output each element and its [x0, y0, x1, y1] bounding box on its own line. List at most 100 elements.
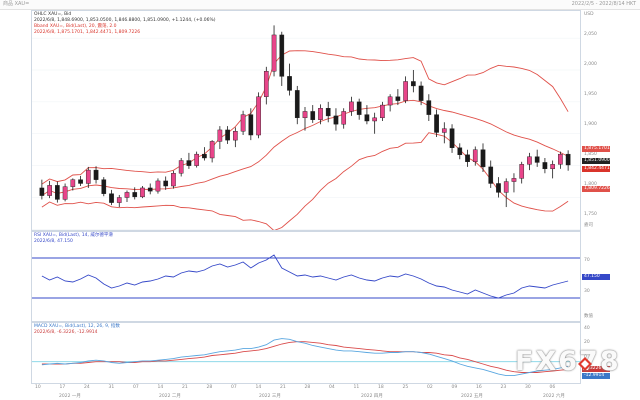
- candle-up: [372, 117, 377, 122]
- macd-chart-canvas[interactable]: [32, 323, 581, 384]
- bband-lower-line: [41, 132, 569, 230]
- x-tick-label: 14: [255, 385, 262, 390]
- x-tick-label: 30: [525, 385, 531, 390]
- candle-up: [341, 111, 347, 125]
- x-tick-label: 17: [59, 385, 66, 390]
- candle-down: [325, 108, 331, 117]
- rsi-legend: RSI XAU=, Bid(Last), 14, 威尔德平滑 2022/6/8,…: [34, 233, 113, 245]
- x-tick-label: 04: [329, 385, 335, 390]
- candle-up: [47, 185, 52, 196]
- price-tick: 2,050: [584, 32, 597, 37]
- candle-up: [209, 141, 215, 159]
- candle-down: [163, 180, 169, 187]
- date-range-info: 2022/2/5 - 2022/8/14 HKT: [571, 1, 636, 7]
- candle-up: [217, 129, 223, 142]
- candle-down: [39, 187, 45, 196]
- candle-up: [155, 180, 161, 192]
- macd-tick: 20: [584, 340, 590, 345]
- candle-up: [318, 108, 323, 120]
- price-tick: 1,850: [584, 152, 597, 157]
- candle-up: [503, 181, 509, 193]
- x-tick-label: 14: [157, 385, 164, 390]
- bband-lower-tag: 1,809.7226: [582, 186, 610, 192]
- candle-up: [527, 156, 532, 165]
- candle-down: [225, 129, 230, 141]
- candle-up: [519, 164, 525, 179]
- x-tick-label: 28: [304, 385, 311, 390]
- macd-chart-pane[interactable]: MACD XAU=, Bid(Last), 12, 26, 9, 指数 2022…: [31, 322, 581, 384]
- bband-upper-tag: 1,875.1701: [582, 146, 610, 152]
- x-tick-label: 09: [451, 385, 458, 390]
- bband-upper-line: [41, 50, 569, 185]
- candle-down: [294, 90, 300, 119]
- macd-legend-line-1: MACD XAU=, Bid(Last), 12, 26, 9, 指数: [34, 324, 120, 329]
- x-tick-label: 07: [231, 385, 237, 390]
- candle-down: [333, 115, 339, 125]
- price-tick: 1,950: [584, 92, 597, 97]
- candle-down: [411, 81, 416, 87]
- x-tick-label: 02: [427, 385, 433, 390]
- price-tick: 2,000: [584, 62, 597, 67]
- price-chart-canvas[interactable]: [32, 11, 581, 231]
- price-axis-unit: USD: [584, 12, 594, 17]
- candle-up: [233, 130, 238, 141]
- candle-up: [62, 186, 68, 200]
- x-month-label: 2022 五月: [461, 394, 483, 399]
- price-corner-label: 盎司: [584, 223, 593, 228]
- candle-down: [248, 114, 254, 136]
- price-tick: 1,750: [584, 212, 597, 217]
- price-legend: OHLC XAU=, Bid 2022/6/8, 1,848.6900, 1,8…: [34, 12, 216, 36]
- x-month-label: 2022 三月: [259, 394, 281, 399]
- rsi-tick: 70: [584, 258, 590, 263]
- x-tick-label: 31: [108, 385, 115, 390]
- candle-down: [534, 156, 540, 163]
- candle-up: [171, 173, 176, 187]
- x-tick-label: 11: [353, 385, 360, 390]
- bband-mid-tag: 1,842.4471: [582, 166, 610, 172]
- candle-up: [70, 179, 76, 187]
- x-tick-label: 21: [182, 385, 188, 390]
- rsi-tick: 30: [584, 289, 590, 294]
- x-tick-label: 23: [500, 385, 507, 390]
- candle-down: [109, 193, 114, 203]
- candle-down: [279, 34, 285, 77]
- candle-down: [465, 154, 470, 163]
- x-month-label: 2022 一月: [59, 394, 81, 399]
- rsi-chart-canvas[interactable]: [32, 232, 581, 322]
- candle-down: [202, 153, 207, 159]
- candle-up: [387, 96, 393, 106]
- macd-signal-line: [41, 341, 569, 373]
- candle-down: [434, 114, 439, 133]
- price-legend-line-2: 2022/6/8, 1,848.6900, 1,853.0500, 1,846.…: [34, 18, 216, 23]
- x-month-label: 2022 二月: [159, 394, 181, 399]
- candle-up: [178, 160, 184, 174]
- rsi-value-tag: 47.150: [582, 274, 610, 280]
- window-title: 商品 XAU=: [3, 1, 30, 7]
- candle-up: [124, 192, 130, 198]
- price-tick: 1,800: [584, 182, 597, 187]
- candle-down: [186, 160, 192, 166]
- candle-up: [511, 178, 517, 182]
- candle-down: [457, 147, 463, 155]
- candle-up: [380, 104, 385, 119]
- x-month-label: 2022 四月: [361, 394, 383, 399]
- macd-legend: MACD XAU=, Bid(Last), 12, 26, 9, 指数 2022…: [34, 324, 120, 336]
- rsi-line: [41, 254, 569, 299]
- candle-down: [426, 100, 432, 115]
- candle-up: [140, 187, 145, 198]
- rsi-legend-line-2: 2022/6/8, 47.150: [34, 239, 73, 244]
- rsi-chart-pane[interactable]: RSI XAU=, Bid(Last), 14, 威尔德平滑 2022/6/8,…: [31, 231, 581, 322]
- price-y-axis: USD 2,050 2,000 1,950 1,900 1,850 1,800 …: [581, 10, 640, 231]
- candle-down: [565, 153, 571, 166]
- bband-legend-line-1: Bband XAU=, Bid(Last), 20, 震荡, 2.0: [34, 24, 117, 29]
- candle-up: [240, 114, 246, 132]
- candle-up: [194, 153, 199, 166]
- x-tick-label: 07: [133, 385, 139, 390]
- price-chart-pane[interactable]: OHLC XAU=, Bid 2022/6/8, 1,848.6900, 1,8…: [31, 10, 581, 231]
- x-tick-label: 18: [378, 385, 384, 390]
- macd-value-tag: -6.3226: [582, 366, 610, 372]
- rsi-corner-label: 数值: [584, 314, 593, 319]
- x-tick-label: 28: [206, 385, 213, 390]
- candle-down: [287, 76, 292, 91]
- fx678-logo-icon: [578, 357, 592, 371]
